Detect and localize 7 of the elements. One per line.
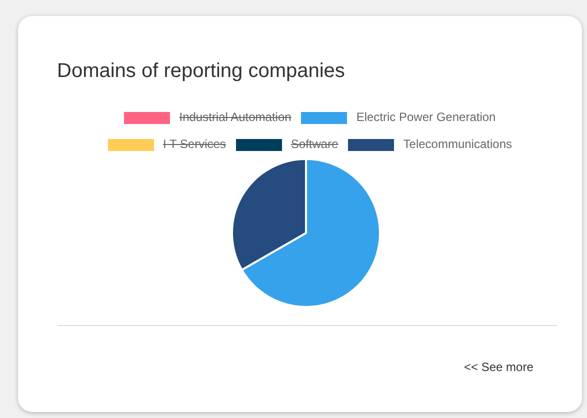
text: << See more xyxy=(464,360,534,374)
legend-label: Electric Power Generation xyxy=(356,110,496,124)
legend-label: Industrial Automation xyxy=(179,110,292,124)
legend-label: Telecommunications xyxy=(403,137,512,151)
legend-label: I T Services xyxy=(163,137,226,151)
chart-title: Domains of reporting companies xyxy=(57,60,345,83)
legend-label: Software xyxy=(290,137,338,151)
